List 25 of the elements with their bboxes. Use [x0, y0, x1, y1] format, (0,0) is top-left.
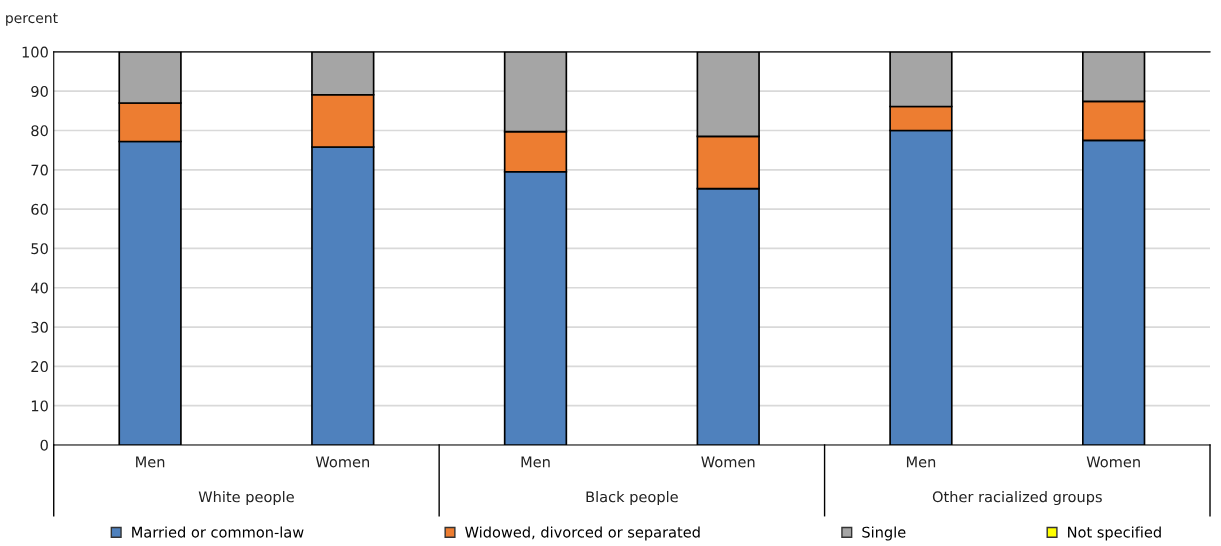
- y-tick-label: 20: [31, 361, 48, 373]
- y-tick-label: 90: [31, 85, 48, 97]
- x-tick-label: Men: [521, 456, 550, 468]
- x-tick-label: Women: [1086, 456, 1140, 468]
- x-tick-label: Women: [701, 456, 755, 468]
- y-tick-label: 60: [31, 203, 48, 215]
- x-tick-label: Men: [906, 456, 936, 468]
- legend-label: Single: [862, 526, 906, 541]
- legend-label: Widowed, divorced or separated: [465, 526, 700, 541]
- legend-label: Married or common-law: [132, 526, 304, 538]
- y-axis-title: percent: [6, 13, 58, 26]
- x-tick-label: Women: [315, 456, 370, 468]
- y-tick-label: 30: [31, 321, 48, 333]
- y-tick-label: 50: [31, 243, 48, 255]
- text: Other racialized groups: [932, 491, 1102, 506]
- y-tick-label: 0: [40, 439, 48, 451]
- y-tick-label: 70: [31, 164, 48, 176]
- x-tick-label: Men: [136, 456, 165, 468]
- y-tick-label: 40: [31, 282, 48, 294]
- y-tick-label: 80: [31, 125, 48, 137]
- text: Black people: [586, 491, 678, 506]
- y-tick-label: 100: [22, 46, 48, 58]
- text: White people: [198, 491, 294, 506]
- legend-label: Not specified: [1068, 526, 1161, 541]
- y-tick-label: 10: [31, 400, 48, 412]
